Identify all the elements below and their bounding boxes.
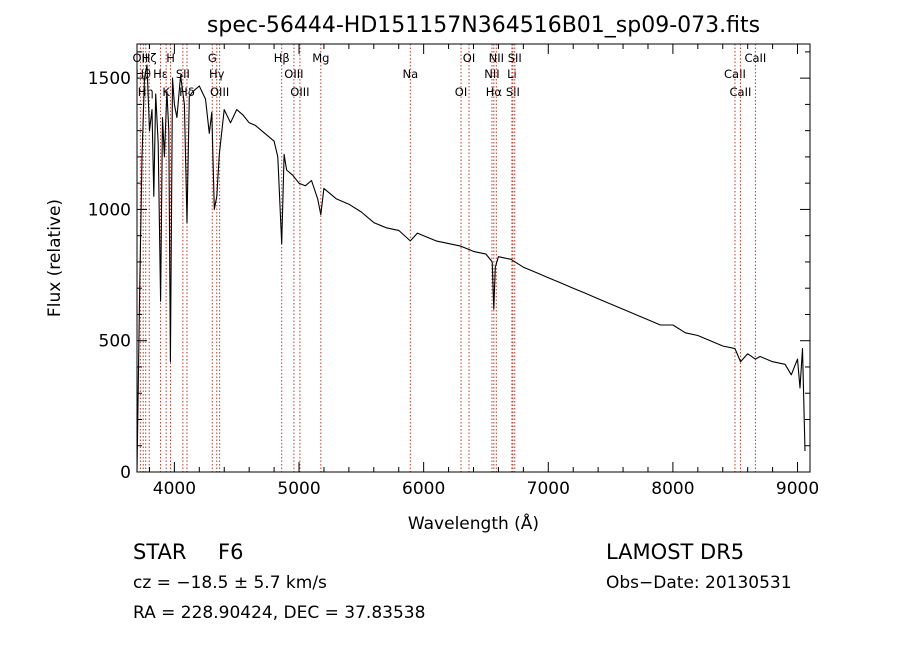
y-tick-label: 1500: [88, 69, 131, 89]
y-tick-label: 1000: [88, 200, 131, 220]
line-marker-label: Li: [507, 67, 517, 81]
line-marker-label: OII: [132, 51, 148, 65]
line-marker-label: CaII: [744, 51, 766, 65]
line-marker-label: CaII: [724, 67, 746, 81]
line-marker-label: SII: [508, 51, 522, 65]
y-axis-label: Flux (relative): [45, 199, 65, 317]
ra-dec: RA = 228.90424, DEC = 37.83538: [133, 603, 426, 623]
survey-label: LAMOST DR5: [606, 540, 745, 564]
chart-title: spec-56444-HD151157N364516B01_sp09-073.f…: [207, 13, 760, 38]
x-tick-label: 8000: [651, 479, 694, 499]
line-marker-label: OIII: [210, 85, 229, 99]
observation-date: Obs−Date: 20130531: [606, 573, 792, 593]
spectrum-line: [136, 64, 806, 473]
line-marker-label: H: [166, 51, 175, 65]
x-tick-label: 5000: [277, 479, 320, 499]
line-marker-label: OIII: [284, 67, 303, 81]
line-marker-label: OIII: [290, 85, 309, 99]
line-marker-label: NII: [484, 67, 499, 81]
y-tick-label: 500: [99, 332, 131, 352]
line-marker-label: Hα: [486, 85, 503, 99]
line-marker-label: Hε: [153, 67, 168, 81]
line-marker-label: Hζ: [142, 51, 157, 65]
redshift-cz: cz = −18.5 ± 5.7 km/s: [133, 573, 327, 593]
line-marker-label: OI: [455, 85, 467, 99]
x-tick-label: 9000: [776, 479, 819, 499]
x-axis-label: Wavelength (Å): [408, 512, 539, 534]
line-marker-label: SII: [176, 67, 190, 81]
line-marker-label: SII: [506, 85, 520, 99]
line-marker-label: Mg: [312, 51, 329, 65]
spectral-type: F6: [218, 540, 244, 564]
line-marker-label: CaII: [730, 85, 752, 99]
line-marker-label: OI: [463, 51, 475, 65]
line-marker-label: Hγ: [209, 67, 225, 81]
plot-frame: [136, 43, 811, 473]
line-marker-label: Na: [402, 67, 418, 81]
line-marker-label: Hη: [138, 85, 154, 99]
line-marker-label: Hβ: [274, 51, 290, 65]
line-marker-label: G: [208, 51, 217, 65]
x-tick-label: 6000: [402, 479, 445, 499]
y-tick-label: 0: [120, 463, 131, 483]
line-markers: OIIHθHηHζHεKHSIIHδGHγOIIIHβOIIIOIIIMgNaO…: [132, 44, 766, 472]
x-tick-label: 7000: [527, 479, 570, 499]
line-marker-label: NII: [489, 51, 504, 65]
x-tick-label: 4000: [153, 479, 196, 499]
object-class-label: STAR: [133, 540, 187, 564]
